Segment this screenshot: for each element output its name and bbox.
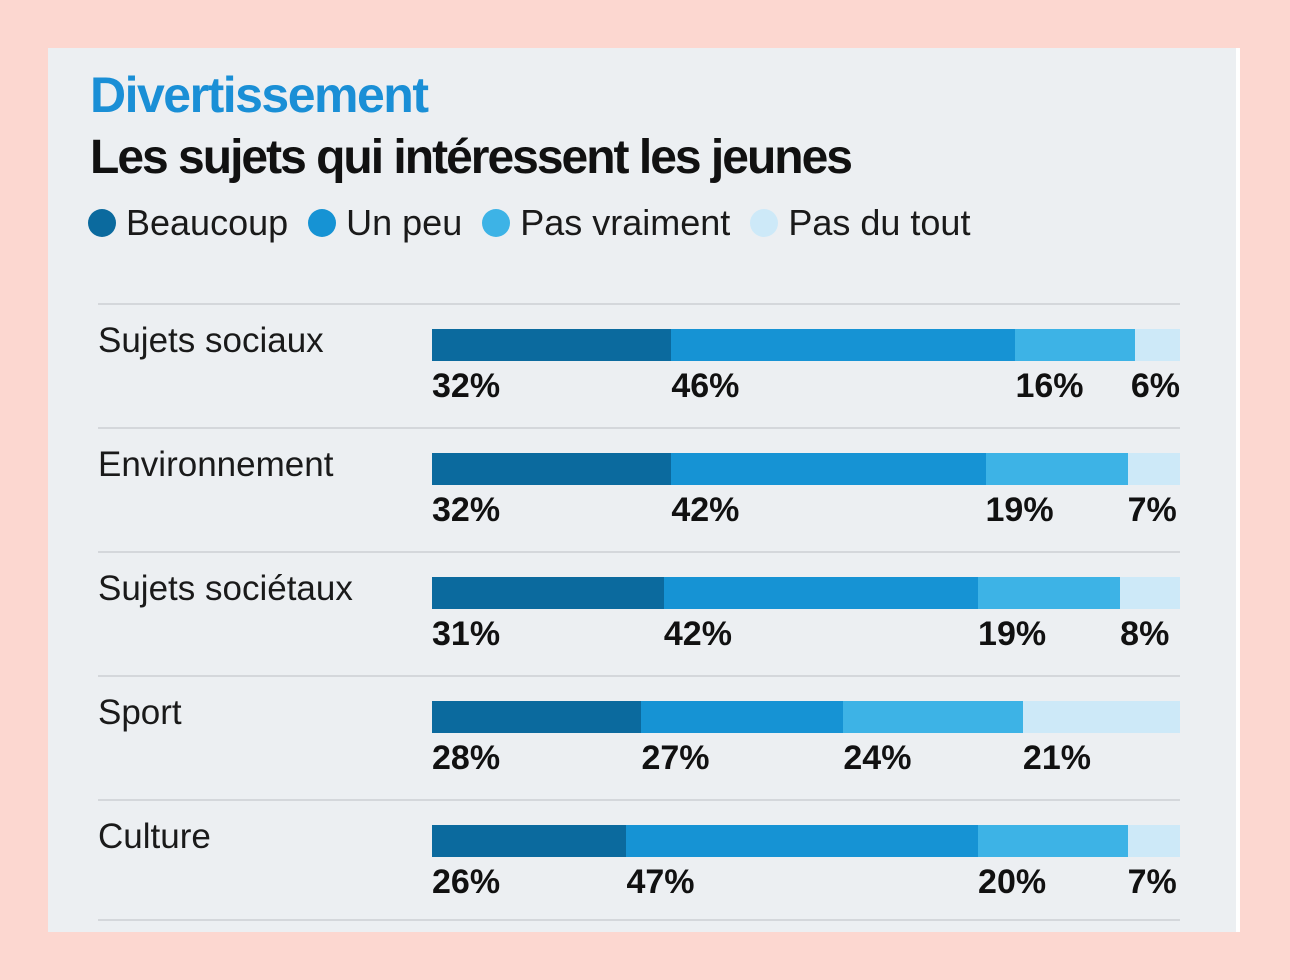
bar-sujets-sociaux-beaucoup [432,329,672,361]
value-label-sujets-sociaux-beaucoup: 32% [432,367,501,405]
legend-item-pas-vraiment: Pas vraiment [482,202,730,244]
legend-swatch-pas-du-tout [750,209,779,237]
value-label-culture-pas-du-tout: 7% [1127,863,1177,901]
chart-card: Divertissement Les sujets qui intéressen… [48,48,1240,932]
bar-track-culture [432,825,1180,857]
row-divider [98,919,1180,921]
value-label-sujets-societaux-beaucoup: 31% [432,615,501,653]
value-label-environnement-pas-du-tout: 7% [1127,491,1177,529]
value-label-sujets-societaux-pas-vraiment: 19% [978,615,1047,653]
legend-label-pas-du-tout: Pas du tout [788,202,971,243]
bar-sport-pas-vraiment [843,701,1023,733]
value-label-environnement-un-peu: 42% [671,491,740,529]
bar-sujets-societaux-pas-vraiment [978,577,1121,609]
bar-sujets-sociaux-pas-du-tout [1135,329,1180,361]
legend-swatch-pas-vraiment [482,209,511,237]
legend-swatch-un-peu [308,209,337,237]
value-label-sport-pas-du-tout: 21% [1022,739,1091,777]
legend-label-un-peu: Un peu [346,202,463,243]
bar-sport-pas-du-tout [1022,701,1180,733]
row-divider [98,427,1180,429]
bar-sujets-sociaux-un-peu [671,329,1016,361]
row-divider [98,675,1180,677]
legend-item-pas-du-tout: Pas du tout [750,202,970,244]
row-divider [98,303,1180,305]
legend-label-beaucoup: Beaucoup [126,202,289,243]
chart-legend: Beaucoup Un peu Pas vraiment Pas du tout [88,202,990,244]
chart-kicker: Divertissement [90,67,429,123]
category-label-sujets-societaux: Sujets sociétaux [98,569,353,608]
value-label-sujets-societaux-un-peu: 42% [663,615,732,653]
bar-sujets-sociaux-pas-vraiment [1015,329,1136,361]
value-label-culture-beaucoup: 26% [432,863,501,901]
bar-sujets-societaux-un-peu [663,577,979,609]
legend-item-un-peu: Un peu [308,202,462,244]
value-label-sport-un-peu: 27% [641,739,710,777]
legend-item-beaucoup: Beaucoup [88,202,288,244]
value-label-sujets-sociaux-pas-du-tout: 6% [1130,367,1180,405]
value-label-sport-beaucoup: 28% [432,739,501,777]
value-label-culture-un-peu: 47% [626,863,695,901]
bar-track-sport [432,701,1180,733]
value-label-environnement-pas-vraiment: 19% [985,491,1054,529]
bar-environnement-pas-du-tout [1127,453,1180,485]
bar-sujets-societaux-pas-du-tout [1120,577,1180,609]
bar-environnement-pas-vraiment [985,453,1128,485]
bar-track-sujets-sociaux [432,329,1180,361]
category-label-sport: Sport [98,693,182,732]
value-label-sujets-sociaux-un-peu: 46% [671,367,740,405]
value-label-culture-pas-vraiment: 20% [978,863,1047,901]
value-label-sujets-sociaux-pas-vraiment: 16% [1015,367,1084,405]
category-label-sujets-sociaux: Sujets sociaux [98,321,324,360]
chart-title: Les sujets qui intéressent les jeunes [90,131,853,184]
category-label-environnement: Environnement [98,445,334,484]
bar-track-sujets-societaux [432,577,1180,609]
category-label-culture: Culture [98,817,211,856]
row-divider [98,799,1180,801]
bar-sujets-societaux-beaucoup [432,577,664,609]
value-label-sport-pas-vraiment: 24% [843,739,912,777]
bar-track-environnement [432,453,1180,485]
bar-culture-pas-du-tout [1127,825,1180,857]
bar-sport-beaucoup [432,701,642,733]
value-label-environnement-beaucoup: 32% [432,491,501,529]
bar-environnement-un-peu [671,453,986,485]
bar-culture-pas-vraiment [978,825,1128,857]
legend-swatch-beaucoup [88,209,116,237]
legend-label-pas-vraiment: Pas vraiment [520,202,731,243]
bar-environnement-beaucoup [432,453,672,485]
row-divider [98,551,1180,553]
bar-culture-beaucoup [432,825,627,857]
bar-culture-un-peu [626,825,979,857]
value-label-sujets-societaux-pas-du-tout: 8% [1120,615,1170,653]
bar-sport-un-peu [641,701,844,733]
